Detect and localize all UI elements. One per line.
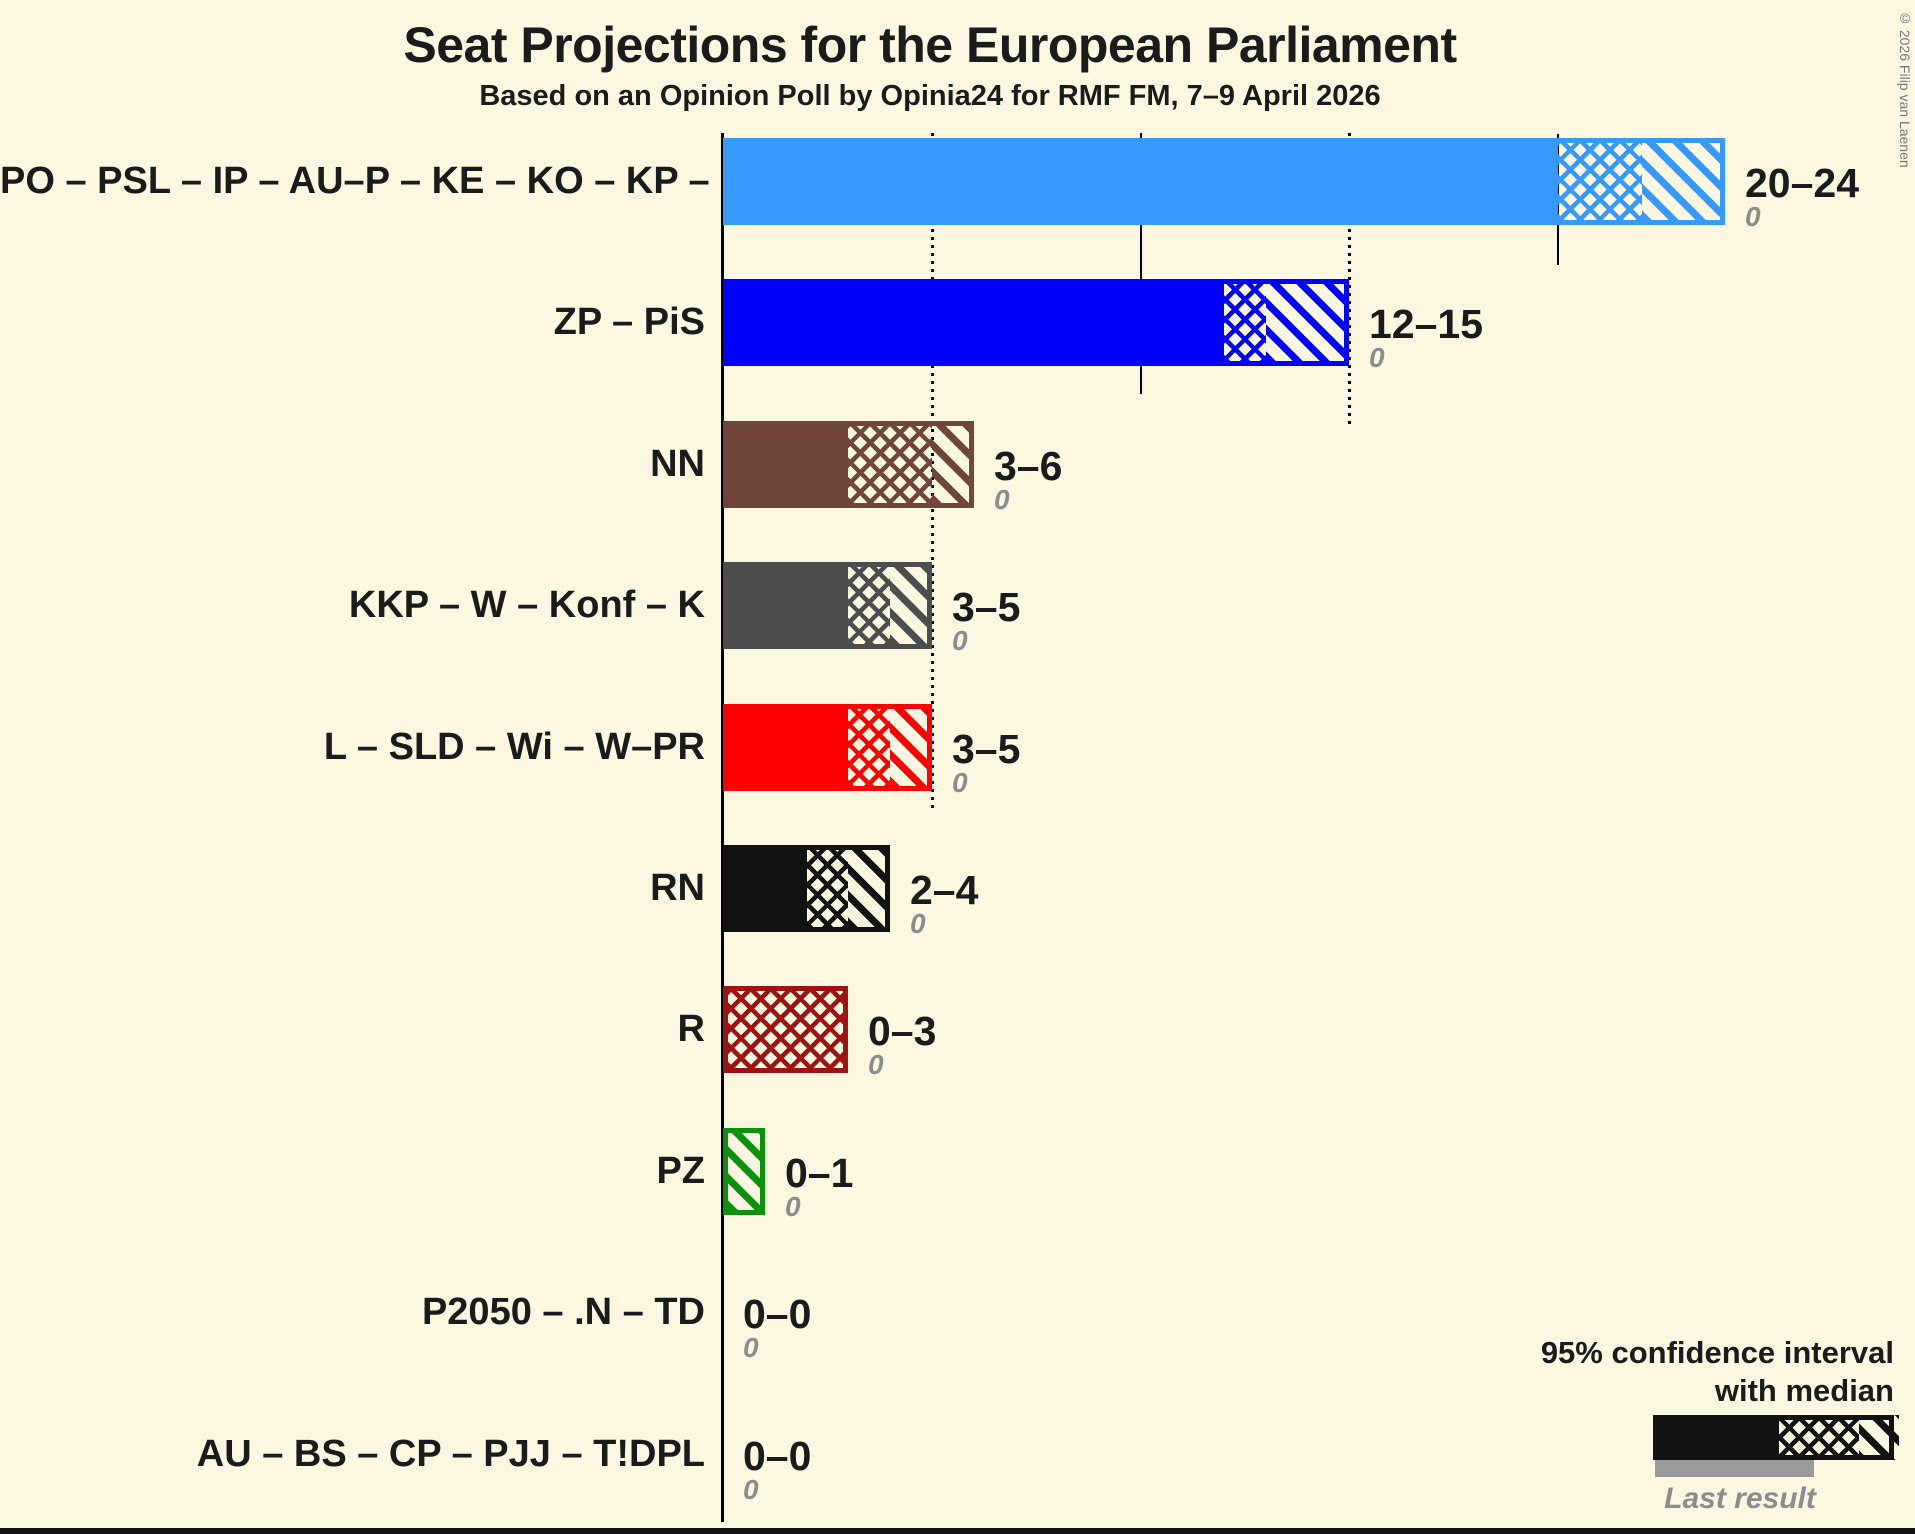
last-result-value: 0	[910, 908, 926, 939]
value-range-label: 2–4	[910, 867, 979, 913]
bar-solid-segment	[723, 845, 807, 932]
bar-solid-segment	[723, 138, 1558, 225]
legend-solid-segment	[1653, 1415, 1779, 1460]
bar-confidence-interval	[723, 986, 848, 1073]
value-range-label: 0–0	[743, 1291, 812, 1337]
value-label-block: 12–15 0	[1369, 301, 1484, 373]
bar-diagonal-segment	[1266, 284, 1344, 361]
value-label-block: 0–3 0	[868, 1008, 937, 1080]
last-result-value: 0	[994, 484, 1010, 515]
row-label: KKP – W – Konf – K	[348, 584, 705, 626]
bar-diagonal-segment	[890, 709, 927, 786]
value-label-block: 2–4 0	[910, 867, 979, 939]
value-label-block: 3–6 0	[994, 443, 1063, 515]
row-label: ZP – PiS	[553, 301, 705, 343]
value-range-label: 3–5	[952, 584, 1021, 630]
bar-solid-segment	[723, 704, 848, 791]
y-axis-line	[721, 133, 724, 1522]
bar-confidence-interval	[723, 1128, 765, 1215]
bar-crosshatch-segment	[848, 567, 890, 644]
value-range-label: 12–15	[1369, 301, 1484, 347]
row-label: NN	[650, 443, 705, 485]
last-result-value: 0	[868, 1049, 884, 1080]
bar-diagonal-segment	[848, 850, 885, 927]
last-result-value: 0	[1369, 342, 1385, 373]
bar-confidence-interval	[807, 845, 890, 932]
row-label: P2050 – .N – TD	[421, 1291, 705, 1333]
value-range-label: 3–6	[994, 443, 1063, 489]
bar-confidence-interval	[1558, 138, 1725, 225]
bar-diagonal-segment	[890, 567, 927, 644]
value-range-label: 3–5	[952, 726, 1021, 772]
last-result-value: 0	[743, 1474, 759, 1505]
bottom-border-line	[0, 1528, 1915, 1534]
bar-confidence-interval	[1224, 279, 1349, 366]
legend-title-line2: with median	[1714, 1373, 1894, 1408]
bar-crosshatch-segment	[1224, 284, 1266, 361]
value-label-block: 0–0 0	[743, 1433, 812, 1505]
legend-sample-bar	[1653, 1415, 1899, 1460]
value-label-block: 0–1 0	[785, 1150, 854, 1222]
bar-diagonal-segment	[932, 426, 969, 503]
legend-title-line1: 95% confidence interval	[1540, 1335, 1894, 1370]
value-label-block: 3–5 0	[952, 726, 1021, 798]
bar-crosshatch-segment	[728, 991, 843, 1068]
bar-confidence-interval	[848, 704, 932, 791]
gridline-solid-10	[1140, 133, 1142, 394]
row-label: PO – PSL – IP – AU–P – KE – KO – KP – P	[0, 160, 746, 202]
bar-crosshatch-segment	[807, 850, 848, 927]
bar-solid-segment	[723, 421, 848, 508]
value-label-block: 0–0 0	[743, 1291, 812, 1363]
bar-solid-segment	[723, 562, 848, 649]
row-label: AU – BS – CP – PJJ – T!DPL	[196, 1433, 705, 1475]
value-range-label: 20–24	[1745, 160, 1860, 206]
last-result-value: 0	[952, 767, 968, 798]
bar-crosshatch-segment	[848, 709, 890, 786]
value-label-block: 20–24 0	[1745, 160, 1860, 232]
bar-solid-segment	[723, 279, 1224, 366]
row-label: PZ	[656, 1150, 705, 1192]
legend-crosshatch-pattern	[1779, 1415, 1859, 1460]
last-result-value: 0	[743, 1332, 759, 1363]
chart-title: Seat Projections for the European Parlia…	[403, 17, 1457, 73]
copyright-vertical-text: © 2026 Filip van Laenen	[1897, 10, 1913, 168]
bar-diagonal-segment	[1642, 143, 1720, 220]
bar-crosshatch-segment	[1558, 143, 1642, 220]
bar-confidence-interval	[848, 562, 932, 649]
legend-last-result-label: Last result	[1664, 1482, 1816, 1515]
value-range-label: 0–1	[785, 1150, 854, 1196]
legend-last-result-bar	[1655, 1460, 1814, 1477]
value-label-block: 3–5 0	[952, 584, 1021, 656]
chart-subtitle: Based on an Opinion Poll by Opinia24 for…	[479, 80, 1381, 112]
legend-diagonal-hatch-pattern	[1859, 1415, 1899, 1460]
legend-title: 95% confidence interval with median	[1200, 1334, 1894, 1410]
row-label: L – SLD – Wi – W–PR	[323, 726, 705, 768]
last-result-value: 0	[1745, 201, 1761, 232]
row-label: RN	[650, 867, 705, 909]
bar-confidence-interval	[848, 421, 974, 508]
value-range-label: 0–3	[868, 1008, 937, 1054]
row-label: R	[677, 1008, 705, 1050]
bar-crosshatch-segment	[848, 426, 932, 503]
last-result-value: 0	[952, 625, 968, 656]
value-range-label: 0–0	[743, 1433, 812, 1479]
last-result-value: 0	[785, 1191, 801, 1222]
bar-diagonal-segment	[728, 1133, 760, 1210]
gridline-dotted-15	[1348, 133, 1351, 428]
